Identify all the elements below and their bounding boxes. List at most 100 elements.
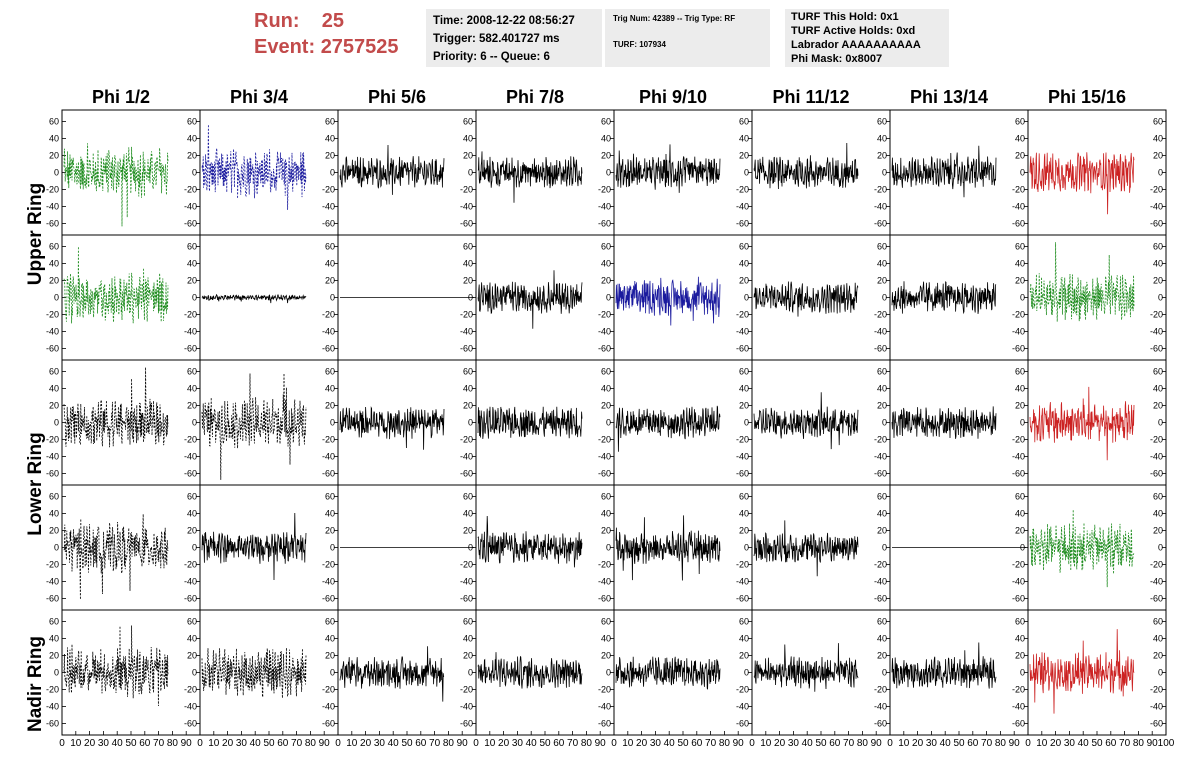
y-tick-label: -20 [598,685,611,695]
y-tick-label: -20 [184,685,197,695]
y-tick-label: 40 [739,634,749,644]
turf-info-box: TURF This Hold: 0x1 TURF Active Holds: 0… [785,9,949,67]
y-tick-label: 0 [192,543,197,553]
x-tick-label: 10 [898,738,910,749]
y-tick-label: -60 [184,469,197,479]
y-tick-label: 20 [1015,401,1025,411]
y-tick-label: 60 [187,117,197,127]
y-tick-label: -40 [460,702,473,712]
waveform-line [891,642,997,689]
panel-frame [1027,484,1167,611]
y-tick-label: -20 [1150,185,1163,195]
y-tick-label: 0 [54,293,59,303]
x-tick-label: 90 [733,738,745,749]
y-tick-label: 40 [601,134,611,144]
labrador-text: Labrador AAAAAAAAAA [791,39,921,51]
y-tick-label: 0 [606,418,611,428]
waveform-line [615,276,721,326]
y-tick-label: -40 [184,577,197,587]
y-tick-label: 40 [877,384,887,394]
x-tick-label: 60 [829,738,841,749]
x-tick-label: 60 [691,738,703,749]
y-tick-label: 60 [601,117,611,127]
waveform-line [1029,509,1135,588]
waveform-line [63,625,169,707]
waveform-panel: -60 -60 -40 -40 -20 -20 0 0 20 20 40 40 60 60 [46,359,201,486]
y-tick-label: -40 [1012,202,1025,212]
y-tick-label: -20 [874,560,887,570]
y-tick-label: 0 [1020,293,1025,303]
y-tick-label: 20 [739,401,749,411]
y-tick-label: -40 [322,202,335,212]
y-tick-label: -40 [874,702,887,712]
y-tick-label: -40 [874,327,887,337]
waveform-line [1029,152,1135,215]
y-tick-label: 20 [739,151,749,161]
y-tick-label: 20 [1153,526,1163,536]
y-tick-label: -60 [460,469,473,479]
y-tick-label: 0 [882,418,887,428]
y-tick-label: -20 [460,685,473,695]
y-tick-label: -40 [322,452,335,462]
y-tick-label: -60 [322,344,335,354]
waveform-line [615,144,721,193]
y-tick-label: 20 [187,401,197,411]
y-tick-label: 40 [49,634,59,644]
y-tick-label: 40 [1015,634,1025,644]
waveform-line [339,646,445,702]
priority-text: Priority: 6 -- Queue: 6 [433,51,550,63]
x-tick-label: 90 [457,738,469,749]
y-tick-label: -60 [874,594,887,604]
x-tick-label: 30 [1064,738,1076,749]
y-tick-label: -20 [460,560,473,570]
y-tick-label: -20 [736,435,749,445]
waveform-line [615,515,721,581]
x-tick-label: 60 [1105,738,1117,749]
x-tick-label: 40 [802,738,814,749]
y-tick-label: -20 [46,435,59,445]
y-tick-label: 0 [192,668,197,678]
y-tick-label: 40 [601,384,611,394]
column-header-phi-15-16: Phi 15/16 [1047,87,1127,107]
y-tick-label: 40 [463,259,473,269]
y-tick-label: -60 [598,594,611,604]
x-tick-label: 60 [415,738,427,749]
panel-frame [199,359,339,486]
y-tick-label: 0 [882,168,887,178]
x-tick-label: 20 [912,738,924,749]
y-tick-label: -20 [460,310,473,320]
y-tick-label: -40 [736,327,749,337]
y-tick-label: -40 [322,327,335,337]
y-tick-label: 60 [325,492,335,502]
y-tick-label: -60 [1150,719,1163,729]
y-tick-label: -60 [46,719,59,729]
y-tick-label: -40 [46,702,59,712]
y-tick-label: 40 [739,259,749,269]
y-tick-label: -40 [1150,327,1163,337]
y-tick-label: 0 [882,293,887,303]
y-tick-label: 60 [739,617,749,627]
x-tick-label: 20 [84,738,96,749]
y-tick-label: 60 [49,617,59,627]
y-tick-label: 40 [1015,134,1025,144]
y-tick-label: -60 [874,469,887,479]
event-label: Event: [254,36,316,58]
y-tick-label: -20 [874,310,887,320]
y-tick-label: -20 [46,560,59,570]
y-tick-label: -60 [1150,469,1163,479]
waveform-line [339,406,445,450]
waveform-line [63,246,169,324]
y-tick-label: -60 [1150,219,1163,229]
y-tick-label: 20 [463,651,473,661]
x-tick-label: 0 [197,738,203,749]
y-tick-label: -40 [1012,702,1025,712]
y-tick-label: -20 [322,560,335,570]
y-tick-label: 0 [330,293,335,303]
y-tick-label: 20 [463,526,473,536]
turf-text: TURF: 107934 [613,40,666,49]
y-tick-label: 20 [1153,151,1163,161]
y-tick-label: 0 [330,418,335,428]
